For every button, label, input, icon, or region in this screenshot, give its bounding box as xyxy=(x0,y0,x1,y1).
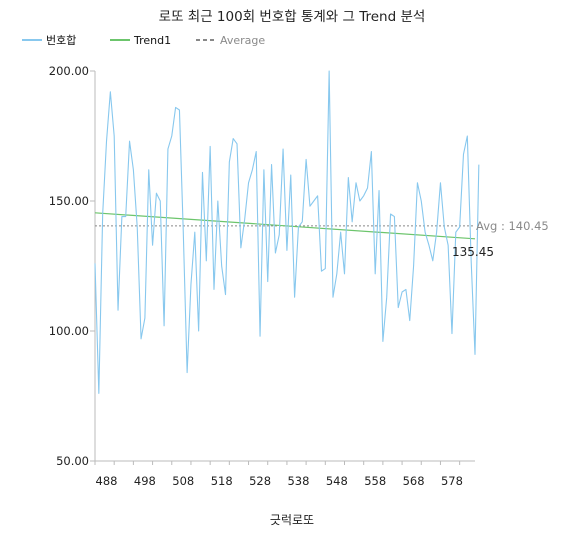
legend-label-sum[interactable]: 번호합 xyxy=(46,34,76,47)
trend-line xyxy=(94,212,476,240)
x-tick-label: 558 xyxy=(364,474,386,488)
trend-end-label: 135.45 xyxy=(452,245,494,259)
legend-label-average[interactable]: Average xyxy=(220,34,265,47)
x-tick-label: 568 xyxy=(403,474,425,488)
x-tick-label: 518 xyxy=(211,474,233,488)
x-axis: 488 498 508 518 528 538 548 558 568 578 xyxy=(94,460,475,488)
legend: 번호합 Trend1 Average xyxy=(22,34,265,47)
x-tick-label: 498 xyxy=(134,474,156,488)
average-label: Avg : 140.45 xyxy=(476,219,549,233)
y-tick-label: 50.00 xyxy=(56,454,89,468)
y-tick-label: 100.00 xyxy=(49,324,89,338)
x-axis-title: 긋럭로또 xyxy=(270,513,314,527)
y-tick-label: 200.00 xyxy=(49,64,89,78)
x-tick-label: 508 xyxy=(172,474,194,488)
chart-title: 로또 최근 100회 번호합 통계와 그 Trend 분석 xyxy=(159,9,426,25)
x-tick-label: 548 xyxy=(326,474,348,488)
y-axis: 50.00 100.00 150.00 200.00 xyxy=(49,64,96,468)
x-tick-label: 528 xyxy=(249,474,271,488)
x-tick-label: 578 xyxy=(441,474,463,488)
x-tick-label: 538 xyxy=(287,474,309,488)
sum-series-line xyxy=(94,70,480,394)
y-tick-label: 150.00 xyxy=(49,194,89,208)
x-tick-label: 488 xyxy=(96,474,118,488)
legend-label-trend[interactable]: Trend1 xyxy=(133,34,171,47)
